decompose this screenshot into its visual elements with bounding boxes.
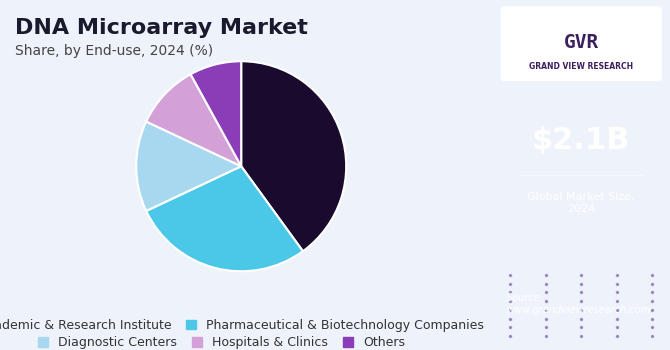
Text: GVR: GVR	[563, 33, 599, 51]
Wedge shape	[241, 61, 346, 251]
Wedge shape	[146, 166, 303, 271]
Text: DNA Microarray Market: DNA Microarray Market	[15, 18, 308, 37]
Text: $2.1B: $2.1B	[532, 126, 630, 154]
Wedge shape	[191, 61, 241, 166]
Wedge shape	[146, 74, 241, 166]
FancyBboxPatch shape	[501, 7, 661, 80]
Text: Source:
www.grandviewresearch.com: Source: www.grandviewresearch.com	[507, 293, 651, 315]
Wedge shape	[136, 121, 241, 211]
Text: Global Market Size,
2024: Global Market Size, 2024	[527, 192, 635, 214]
Text: GRAND VIEW RESEARCH: GRAND VIEW RESEARCH	[529, 62, 633, 71]
Legend: Diagnostic Centers, Hospitals & Clinics, Others: Diagnostic Centers, Hospitals & Clinics,…	[34, 331, 410, 350]
Text: Share, by End-use, 2024 (%): Share, by End-use, 2024 (%)	[15, 44, 213, 58]
